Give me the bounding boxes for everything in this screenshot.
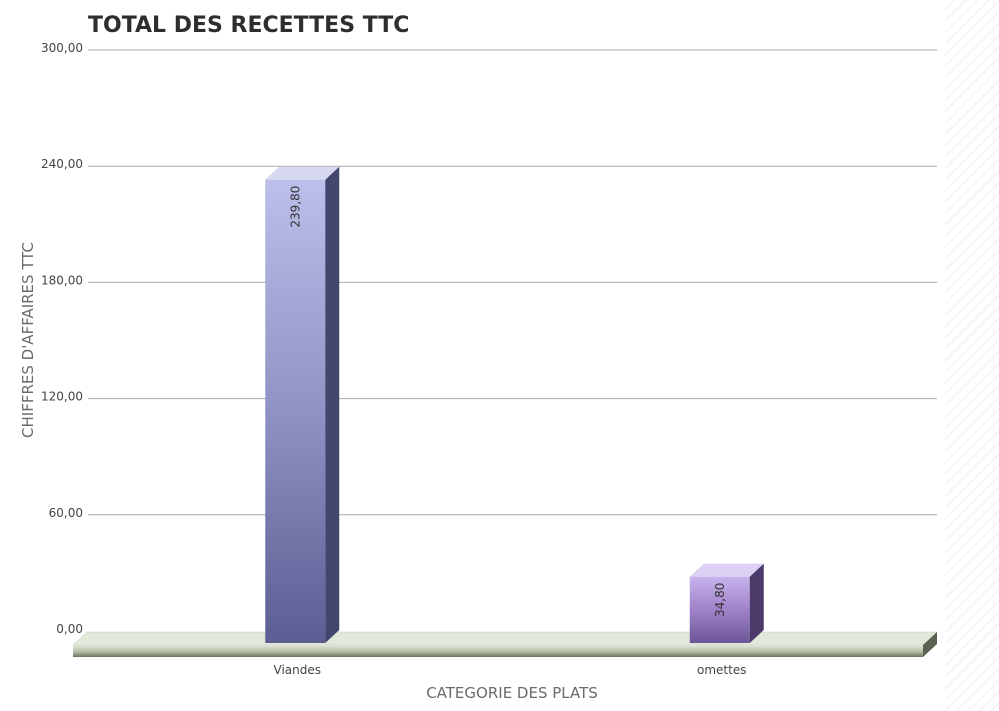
x-axis-ticks: Viandes omettes — [274, 663, 747, 677]
floor-top — [72, 631, 938, 646]
x-axis-title: CATEGORIE DES PLATS — [426, 684, 598, 702]
bar-front — [689, 576, 750, 643]
bar-value-label: 34,80 — [713, 583, 727, 617]
chart-floor — [72, 631, 938, 657]
bar-viandes: 239,80 — [265, 166, 340, 643]
grid-lines — [88, 49, 937, 516]
bar-value-label: 239,80 — [288, 186, 302, 228]
floor-side — [923, 632, 937, 657]
background-stripes — [945, 0, 999, 711]
bar-side — [749, 563, 764, 643]
y-axis-title: CHIFFRES D'AFFAIRES TTC — [19, 242, 37, 438]
y-tick-label: 0,00 — [56, 622, 83, 636]
y-axis-ticks: 0,00 60,00 120,00 180,00 240,00 300,00 — [41, 41, 83, 636]
chart-title: TOTAL DES RECETTES TTC — [88, 13, 410, 38]
bar-front — [265, 179, 326, 643]
bar-omettes: 34,80 — [689, 563, 764, 643]
y-tick-label: 120,00 — [41, 390, 83, 404]
x-tick-label: Viandes — [274, 663, 322, 677]
floor-front — [73, 645, 923, 657]
bar-top — [689, 563, 764, 577]
y-tick-label: 60,00 — [49, 506, 83, 520]
x-tick-label: omettes — [697, 663, 746, 677]
y-tick-label: 300,00 — [41, 41, 83, 55]
bars: 239,80 34,80 — [265, 166, 764, 643]
bar-top — [265, 166, 340, 180]
y-tick-label: 240,00 — [41, 157, 83, 171]
y-tick-label: 180,00 — [41, 273, 83, 287]
bar-side — [325, 166, 340, 643]
